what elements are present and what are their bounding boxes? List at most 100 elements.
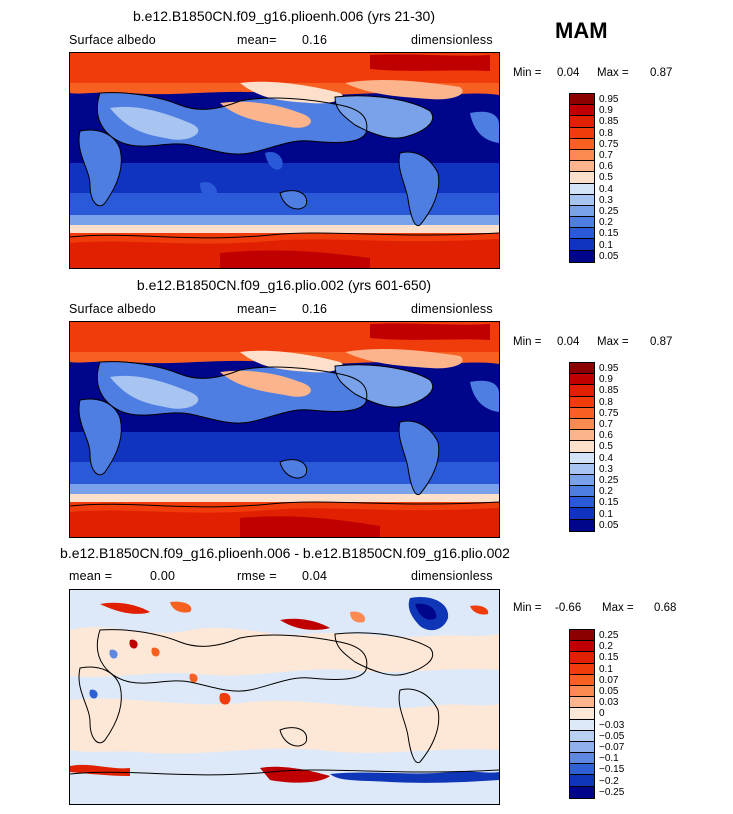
colorbar-label: 0.5 xyxy=(599,172,613,184)
colorbar-label: 0.4 xyxy=(599,183,613,195)
colorbar-label: 0.6 xyxy=(599,161,613,173)
colorbar-label: −0.15 xyxy=(599,764,625,776)
panel-2-mean-label: mean= xyxy=(237,302,277,316)
colorbar-label: 0.07 xyxy=(599,674,619,686)
panel-2-units: dimensionless xyxy=(411,302,493,316)
colorbar-label: 0.2 xyxy=(599,641,613,653)
colorbar-label: 0.05 xyxy=(599,519,619,531)
panel-2-title: b.e12.B1850CN.f09_g16.plio.002 (yrs 601-… xyxy=(136,277,432,293)
colorbar-swatch xyxy=(570,172,594,184)
colorbar-label: 0.9 xyxy=(599,374,613,386)
panel-1-map xyxy=(69,52,500,269)
colorbar-label: 0.95 xyxy=(599,363,619,374)
colorbar-swatch xyxy=(570,385,594,397)
colorbar-swatch xyxy=(570,474,594,487)
colorbar-swatch xyxy=(570,194,594,206)
colorbar-swatch xyxy=(570,775,594,787)
panel-3-units: dimensionless xyxy=(411,569,493,583)
colorbar-label: 0.25 xyxy=(599,475,619,486)
panel-1-min-label: Min = xyxy=(513,67,542,79)
season-label: MAM xyxy=(555,18,608,43)
colorbar-swatch xyxy=(570,407,594,419)
colorbar-label: 0.05 xyxy=(599,686,619,697)
colorbar-swatch xyxy=(570,663,594,675)
colorbar-swatch xyxy=(570,463,594,475)
colorbar-label: 0.03 xyxy=(599,697,619,709)
panel-1-units: dimensionless xyxy=(411,33,493,47)
colorbar-label: −0.07 xyxy=(599,742,625,753)
colorbar-label: 0.15 xyxy=(599,497,619,509)
panel-3-mean-value: 0.00 xyxy=(150,569,176,583)
panel-3-rmse-value: 0.04 xyxy=(302,569,328,583)
colorbar-swatch xyxy=(570,786,594,798)
panel-3-min-label: Min = xyxy=(513,602,542,614)
colorbar-swatch xyxy=(570,228,594,240)
colorbar-swatch xyxy=(570,105,594,117)
colorbar-swatch xyxy=(570,730,594,742)
colorbar-swatch xyxy=(570,396,594,408)
panel-2-max-label: Max = xyxy=(597,336,629,348)
colorbar-label: 0.05 xyxy=(599,250,619,262)
colorbar-label: 0.85 xyxy=(599,116,619,128)
colorbar-swatch xyxy=(570,149,594,162)
colorbar-label: 0.85 xyxy=(599,385,619,397)
colorbar-label: 0.8 xyxy=(599,396,613,408)
colorbar-swatch xyxy=(570,741,594,754)
colorbar-swatch xyxy=(570,94,594,106)
colorbar-swatch xyxy=(570,652,594,664)
colorbar-swatch xyxy=(570,239,594,251)
colorbar-label: 0.75 xyxy=(599,407,619,419)
colorbar-swatch xyxy=(570,764,594,776)
panel-1-title: b.e12.B1850CN.f09_g16.plioenh.006 (yrs 2… xyxy=(133,8,435,24)
colorbar-swatch xyxy=(570,161,594,173)
colorbar-label: 0.3 xyxy=(599,463,613,475)
panel-2-mean-value: 0.16 xyxy=(302,302,328,316)
panel-2-map xyxy=(69,321,500,538)
colorbar-label: 0.95 xyxy=(599,94,619,105)
panel-3-mean-label: mean = xyxy=(69,569,113,583)
panel-1-max-label: Max = xyxy=(597,67,629,79)
colorbar-swatch xyxy=(570,753,594,765)
colorbar-swatch xyxy=(570,217,594,229)
colorbar-label: −0.03 xyxy=(599,719,625,731)
colorbar-swatch xyxy=(570,441,594,453)
colorbar-label: −0.25 xyxy=(599,786,625,798)
colorbar-swatch xyxy=(570,363,594,375)
colorbar-swatch xyxy=(570,452,594,464)
panel-2-max-value: 0.87 xyxy=(650,336,673,348)
panel-1-min-value: 0.04 xyxy=(557,67,580,79)
colorbar-swatch xyxy=(570,486,594,498)
colorbar-swatch xyxy=(570,205,594,218)
colorbar-label: 0.3 xyxy=(599,194,613,206)
colorbar-swatch xyxy=(570,641,594,653)
colorbar-swatch xyxy=(570,508,594,520)
colorbar-label: 0.25 xyxy=(599,206,619,217)
panel-2-variable: Surface albedo xyxy=(69,302,156,316)
colorbar-label: 0.1 xyxy=(599,239,613,251)
colorbar-label: 0.9 xyxy=(599,105,613,117)
colorbar-swatch xyxy=(570,430,594,442)
colorbar-label: 0.75 xyxy=(599,138,619,150)
colorbar-label: 0 xyxy=(599,708,605,720)
colorbar-label: 0.8 xyxy=(599,127,613,139)
colorbar-swatch xyxy=(570,116,594,128)
colorbar-swatch xyxy=(570,685,594,698)
colorbar-label: 0.15 xyxy=(599,652,619,664)
panel-3-max-value: 0.68 xyxy=(654,602,677,614)
panel-3-map-svg xyxy=(70,590,499,804)
panel-2-map-svg xyxy=(70,322,499,537)
colorbar-swatch xyxy=(570,183,594,195)
colorbar-swatch xyxy=(570,697,594,709)
colorbar-label: 0.1 xyxy=(599,508,613,520)
panel-1-map-svg xyxy=(70,53,499,268)
panel-2-colorbar xyxy=(569,362,595,532)
colorbar-label: 0.7 xyxy=(599,150,613,161)
colorbar-swatch xyxy=(570,674,594,686)
colorbar-swatch xyxy=(570,519,594,531)
panel-3-min-value: -0.66 xyxy=(555,602,582,614)
panel-1-mean-value: 0.16 xyxy=(302,33,328,47)
colorbar-swatch xyxy=(570,138,594,150)
panel-2-min-label: Min = xyxy=(513,336,542,348)
panel-3-rmse-label: rmse = xyxy=(237,569,277,583)
colorbar-label: 0.15 xyxy=(599,228,619,240)
